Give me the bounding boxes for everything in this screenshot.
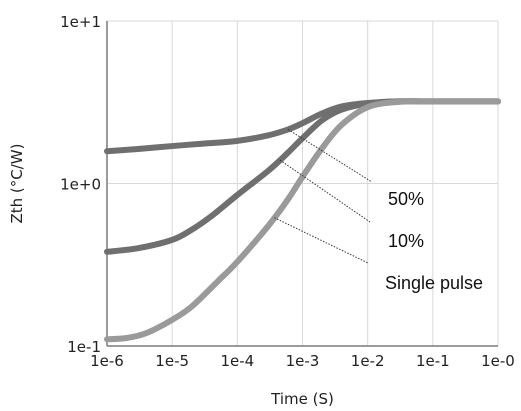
annotation-label: 50% bbox=[388, 189, 424, 209]
x-axis-title: Time (S) bbox=[270, 390, 334, 408]
grid bbox=[106, 20, 499, 347]
y-tick-label: 1e+1 bbox=[60, 13, 101, 31]
y-tick-label: 1e-1 bbox=[67, 338, 101, 356]
x-tick-label: 1e-6 bbox=[90, 352, 124, 370]
annotation-leader bbox=[279, 159, 371, 223]
series-lines bbox=[104, 98, 501, 343]
y-tick-label: 1e+0 bbox=[60, 176, 101, 194]
x-tick-label: 1e-5 bbox=[155, 352, 189, 370]
tick-labels: 1e-6 1e-5 1e-4 1e-3 1e-2 1e-1 1e-0 1e-1 1e+0 1e+1 bbox=[60, 13, 515, 370]
annotations: 50% 10% Single pulse bbox=[274, 129, 483, 293]
annotation-label: 10% bbox=[388, 231, 424, 251]
y-axis-title: Zth (°C/W) bbox=[8, 144, 26, 224]
x-tick-label: 1e-4 bbox=[220, 352, 254, 370]
x-tick-label: 1e-3 bbox=[286, 352, 320, 370]
axes bbox=[106, 21, 498, 347]
x-tick-label: 1e-2 bbox=[351, 352, 385, 370]
annotation-label: Single pulse bbox=[385, 273, 483, 293]
x-tick-label: 1e-0 bbox=[481, 352, 515, 370]
annotation-leader bbox=[274, 217, 369, 264]
series-line-single-pulse bbox=[104, 98, 501, 343]
x-tick-label: 1e-1 bbox=[416, 352, 450, 370]
